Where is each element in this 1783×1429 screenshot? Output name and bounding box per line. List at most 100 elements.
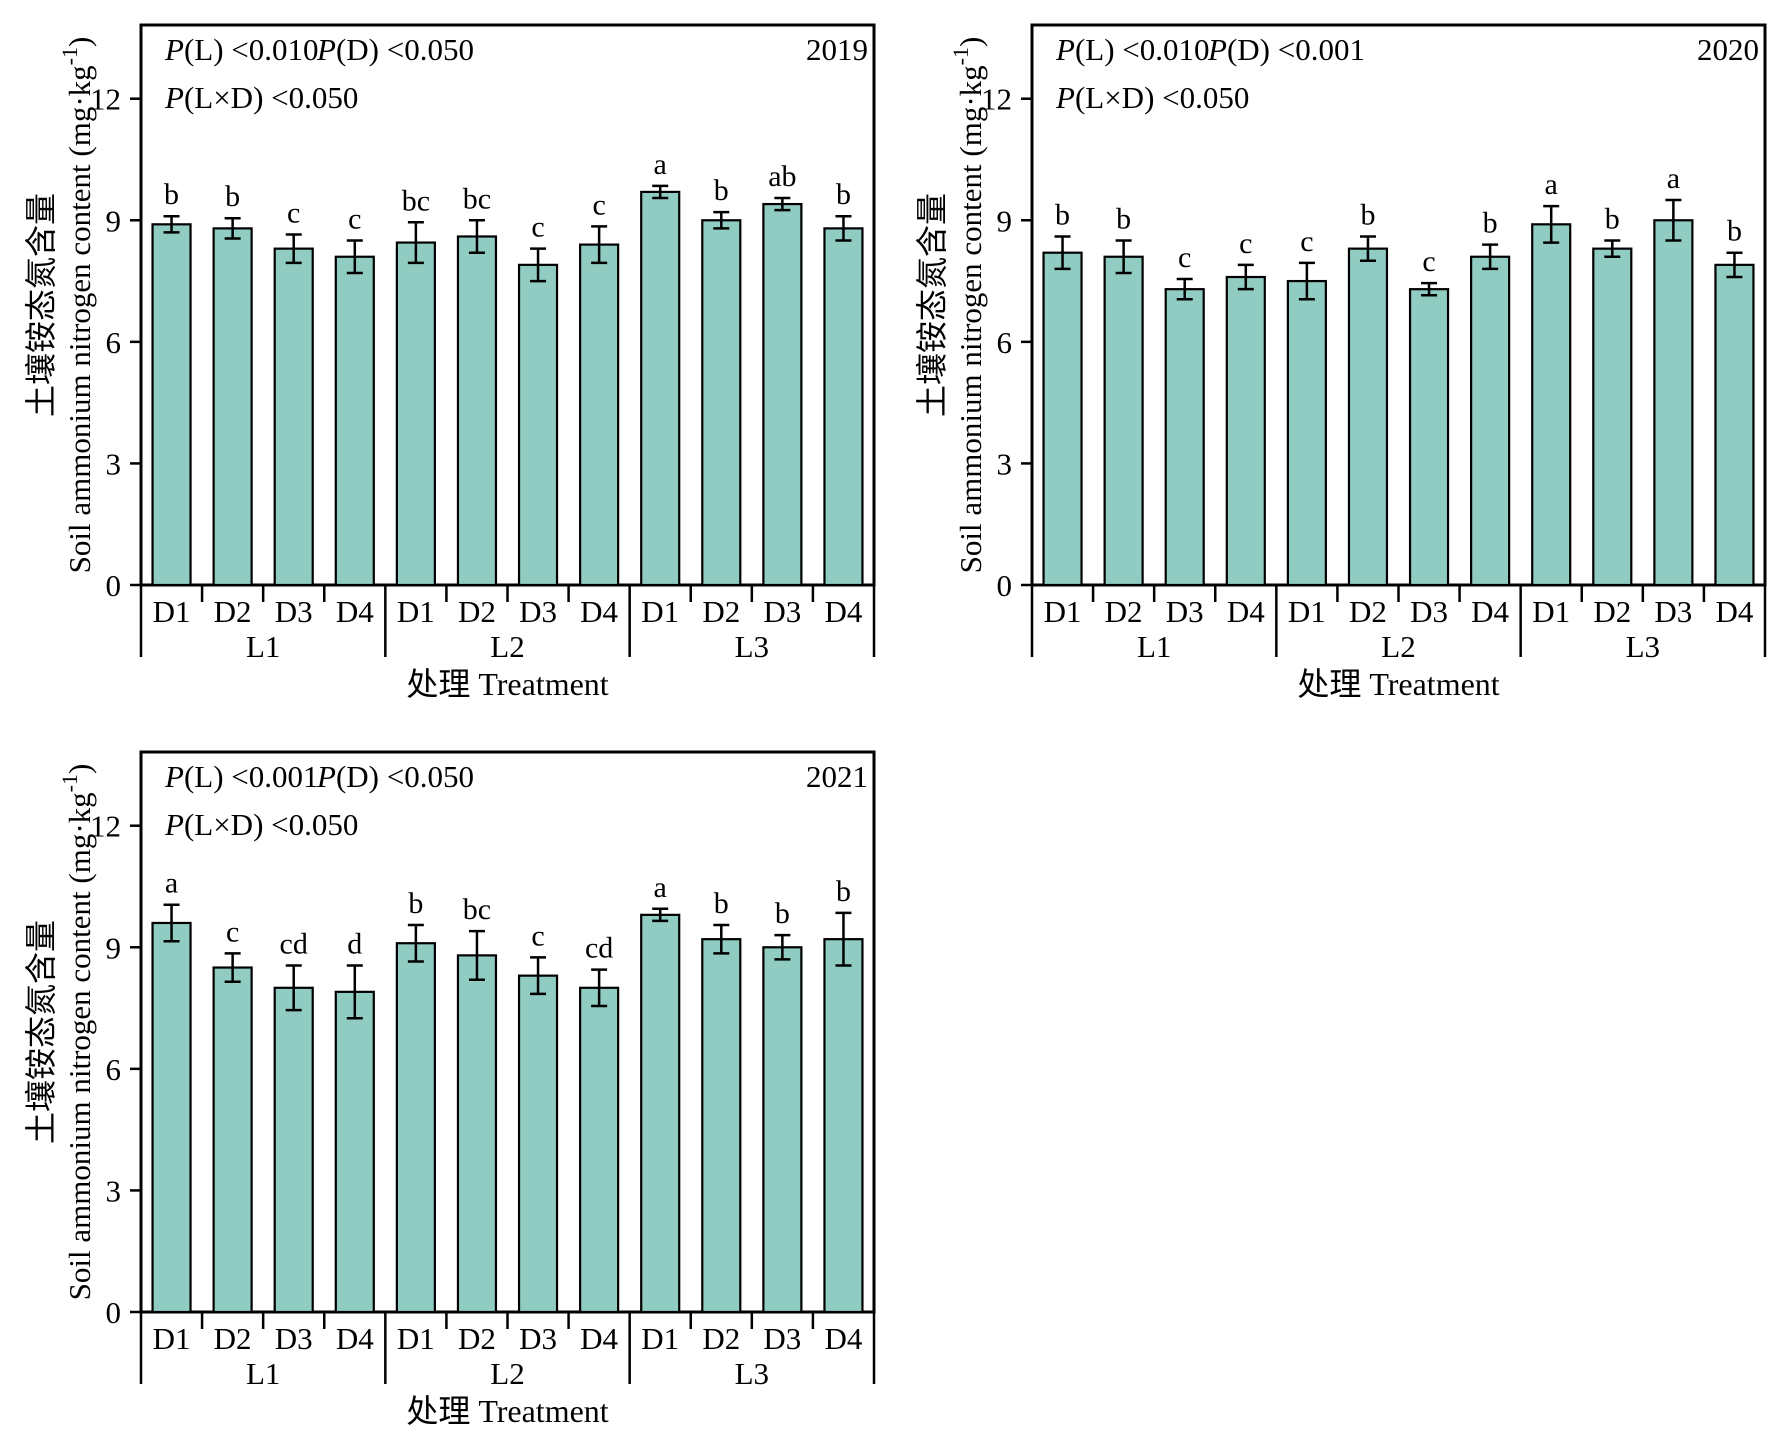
p-value-L: P(L) <0.010 (164, 32, 319, 67)
chart-canvas-2019: 0 3 6 9 12 b D1 b D2 c D3 c D4 L1 bc D1 bc D2 c D3 c D4 L2 a D1 b… (23, 23, 876, 702)
y-axis-label-zh: 土壤铵态氮含量 (23, 193, 59, 417)
sig-letter: a (1545, 168, 1558, 201)
chart-canvas-2021: 0 3 6 9 12 a D1 c D2 cd D3 d D4 L1 b D1 bc D2 c D3 cd D4 L2 a D1… (23, 750, 876, 1429)
bar-L2-D4 (579, 243, 620, 587)
bar-L1-D3 (273, 247, 314, 587)
x-category-label: D2 (214, 594, 252, 629)
sig-letter: b (1360, 198, 1375, 231)
sig-letter: b (714, 887, 729, 920)
bar-chart-2021: 0 3 6 9 12 a D1 c D2 cd D3 d D4 L1 b D1 bc D2 c D3 cd D4 L2 a D1… (2, 727, 892, 1429)
x-category-label: D1 (641, 1321, 679, 1356)
bar-L3-D3 (762, 946, 803, 1314)
p-value-D: P(D) <0.050 (316, 32, 474, 67)
x-category-label: D1 (397, 1321, 435, 1356)
bar-L2-D3 (517, 263, 559, 587)
group-label: L2 (1381, 629, 1415, 664)
y-tick-label: 0 (997, 568, 1013, 603)
y-tick-label: 9 (106, 203, 122, 238)
y-axis-label-zh: 土壤铵态氮含量 (23, 920, 59, 1144)
bar-L1-D2 (212, 966, 253, 1314)
sig-letter: cd (280, 928, 308, 961)
bar-L1-D2 (212, 227, 253, 587)
bar-L3-D2 (1592, 247, 1633, 587)
sig-letter: b (714, 174, 729, 207)
bar-L2-D1 (1286, 279, 1327, 587)
sig-letter: b (1116, 203, 1131, 236)
bar-L3-D2 (701, 219, 742, 587)
sig-letter: b (225, 180, 240, 213)
sig-letter: b (164, 178, 179, 211)
bar-L1-D2 (1103, 255, 1144, 587)
y-axis-label-zh: 土壤铵态氮含量 (914, 193, 950, 417)
chart-canvas-2020: 0 3 6 9 12 b D1 b D2 c D3 c D4 L1 c D1 b D2 c D3 b D4 L2 a D1 b D2… (914, 23, 1767, 702)
x-category-label: D2 (1593, 594, 1631, 629)
sig-letter: c (287, 196, 300, 229)
x-category-label: D3 (1410, 594, 1448, 629)
x-category-label: D3 (519, 1321, 557, 1356)
x-category-label: D3 (519, 594, 557, 629)
bar-L1-D4 (334, 255, 375, 587)
x-category-label: D2 (1349, 594, 1387, 629)
bar-L3-D1 (640, 913, 681, 1314)
bar-L2-D2 (1347, 247, 1389, 587)
sig-letter: a (1667, 162, 1680, 195)
y-tick-label: 0 (106, 1295, 122, 1330)
sig-letter: b (408, 887, 423, 920)
sig-letter: b (1727, 215, 1742, 248)
sig-letter: b (775, 897, 790, 930)
bar-L3-D1 (640, 190, 681, 587)
x-category-label: D2 (214, 1321, 252, 1356)
bar-L3-D4 (823, 227, 864, 587)
p-value-LxD: P(L×D) <0.050 (1055, 80, 1249, 115)
bar-L1-D3 (273, 986, 314, 1314)
x-category-label: D3 (763, 594, 801, 629)
bar-chart-2019: 0 3 6 9 12 b D1 b D2 c D3 c D4 L1 bc D1 bc D2 c D3 c D4 L2 a D1 b… (2, 0, 892, 720)
bar-L1-D1 (151, 921, 192, 1314)
bar-L3-D3 (1653, 219, 1694, 587)
x-category-label: D4 (580, 594, 618, 629)
x-category-label: D2 (1105, 594, 1143, 629)
x-category-label: D4 (1227, 594, 1265, 629)
sig-letter: c (1422, 245, 1435, 278)
year-label: 2021 (806, 759, 868, 794)
x-category-label: D2 (458, 1321, 496, 1356)
x-category-label: D1 (153, 1321, 191, 1356)
x-category-label: D3 (275, 1321, 313, 1356)
sig-letter: bc (463, 182, 491, 215)
bar-L3-D4 (823, 938, 864, 1314)
bar-L3-D2 (701, 938, 742, 1314)
sig-letter: a (654, 148, 667, 181)
p-value-L: P(L) <0.001 (164, 759, 319, 794)
group-label: L1 (1137, 629, 1171, 664)
x-axis-title: 处理 Treatment (406, 666, 608, 702)
bar-L1-D4 (334, 990, 375, 1314)
bar-L2-D4 (579, 986, 620, 1314)
sig-letter: b (1605, 203, 1620, 236)
group-label: L3 (735, 629, 769, 664)
group-label: L2 (490, 1356, 524, 1391)
y-tick-label: 3 (997, 446, 1013, 481)
sig-letter: b (836, 178, 851, 211)
bar-L2-D1 (395, 241, 436, 587)
x-category-label: D4 (1716, 594, 1754, 629)
x-category-label: D1 (153, 594, 191, 629)
p-value-LxD: P(L×D) <0.050 (164, 807, 358, 842)
x-category-label: D4 (580, 1321, 618, 1356)
sig-letter: c (1178, 241, 1191, 274)
x-category-label: D4 (1471, 594, 1509, 629)
y-tick-label: 6 (106, 325, 122, 360)
bar-L2-D4 (1470, 255, 1511, 587)
x-category-label: D2 (702, 594, 740, 629)
sig-letter: c (592, 188, 605, 221)
x-category-label: D4 (825, 594, 863, 629)
sig-letter: b (836, 875, 851, 908)
x-category-label: D3 (1654, 594, 1692, 629)
y-axis-label-en: Soil ammonium nitrogen content (mg·kg-1) (57, 37, 97, 574)
sig-letter: d (347, 928, 362, 961)
bar-L3-D3 (762, 202, 803, 587)
x-category-label: D1 (1044, 594, 1082, 629)
bar-L2-D1 (395, 942, 436, 1314)
x-axis-title: 处理 Treatment (1297, 666, 1499, 702)
y-tick-label: 6 (997, 325, 1013, 360)
